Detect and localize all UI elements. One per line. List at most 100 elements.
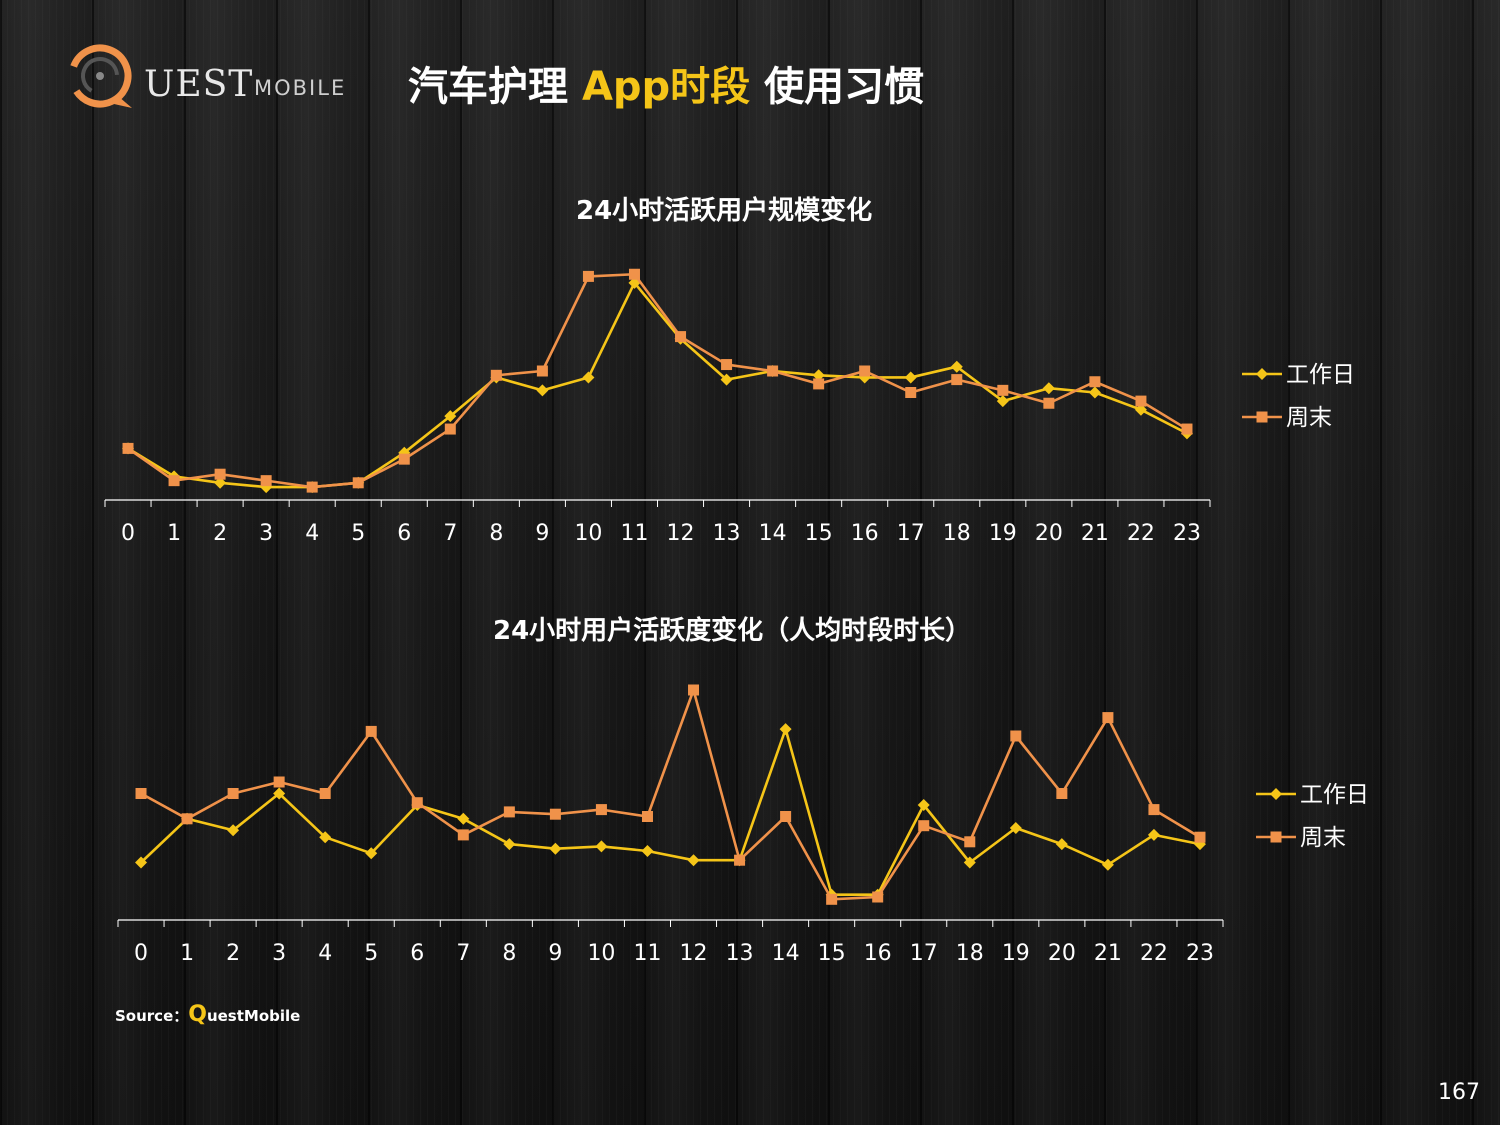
data-point-weekend — [734, 854, 746, 866]
x-tick-label: 11 — [620, 521, 648, 546]
x-tick-label: 21 — [1094, 941, 1122, 966]
data-point-workday — [1134, 403, 1147, 416]
data-point-weekend — [859, 365, 871, 377]
data-point-workday — [319, 831, 332, 844]
data-point-workday — [227, 824, 240, 837]
x-tick-label: 0 — [121, 521, 135, 546]
legend-label: 工作日 — [1300, 782, 1369, 808]
data-point-weekend — [135, 788, 147, 799]
legend-marker — [1256, 411, 1268, 423]
data-point-weekend — [536, 365, 548, 377]
x-tick-label: 10 — [587, 941, 615, 966]
x-tick-label: 10 — [574, 521, 602, 546]
x-tick-label: 12 — [667, 521, 695, 546]
data-point-weekend — [721, 359, 733, 371]
data-point-weekend — [1043, 397, 1055, 409]
x-tick-label: 18 — [943, 521, 971, 546]
logo-ring-icon — [68, 44, 132, 108]
page-title-highlight: App时段 — [581, 64, 751, 110]
data-point-weekend — [503, 806, 515, 818]
data-point-weekend — [214, 468, 226, 480]
logo-subtext: MOBILE — [254, 76, 347, 100]
data-point-weekend — [490, 369, 502, 381]
x-tick-label: 8 — [489, 521, 503, 546]
data-point-weekend — [122, 442, 134, 454]
legend-label: 工作日 — [1286, 362, 1355, 388]
data-point-weekend — [352, 477, 364, 489]
data-point-weekend — [780, 811, 792, 822]
data-point-workday — [1101, 858, 1114, 871]
data-point-weekend — [1056, 788, 1068, 799]
x-tick-label: 2 — [213, 521, 227, 546]
data-point-workday — [1009, 822, 1022, 834]
source-label: Source： — [115, 1007, 189, 1025]
data-point-workday — [214, 476, 227, 489]
data-point-weekend — [365, 725, 377, 737]
data-point-weekend — [319, 788, 331, 799]
x-tick-label: 6 — [397, 521, 411, 546]
x-tick-label: 20 — [1035, 521, 1063, 546]
data-point-weekend — [444, 423, 456, 435]
legend-label: 周末 — [1300, 825, 1346, 851]
data-point-weekend — [1010, 730, 1022, 742]
data-point-weekend — [398, 453, 410, 465]
source-q: Q — [188, 1002, 207, 1027]
x-tick-label: 17 — [910, 941, 938, 966]
data-point-weekend — [641, 811, 653, 822]
x-tick-label: 20 — [1048, 941, 1076, 966]
data-point-weekend — [918, 820, 930, 832]
x-tick-label: 9 — [535, 521, 549, 546]
legend-label: 周末 — [1286, 405, 1332, 431]
data-point-workday — [457, 812, 470, 825]
x-tick-label: 14 — [759, 521, 787, 546]
data-point-weekend — [582, 270, 594, 282]
data-point-workday — [779, 723, 792, 736]
data-point-workday — [996, 395, 1009, 408]
data-point-workday — [503, 838, 516, 851]
x-tick-label: 7 — [443, 521, 457, 546]
x-tick-label: 4 — [305, 521, 319, 546]
x-tick-label: 3 — [272, 941, 286, 966]
data-point-weekend — [997, 384, 1009, 396]
data-point-workday — [549, 842, 562, 855]
data-point-workday — [904, 371, 917, 384]
x-tick-label: 14 — [772, 941, 800, 966]
x-tick-label: 19 — [1002, 941, 1030, 966]
legend-marker — [1270, 788, 1282, 800]
x-tick-label: 13 — [713, 521, 741, 546]
series-line-weekend — [140, 688, 1201, 901]
x-tick-label: 0 — [134, 941, 148, 966]
data-point-weekend — [273, 776, 285, 788]
x-tick-label: 1 — [167, 521, 181, 546]
data-point-weekend — [411, 797, 423, 809]
data-point-workday — [273, 787, 286, 800]
series-line-weekend — [127, 272, 1188, 489]
x-tick-label: 15 — [805, 521, 833, 546]
legend-marker — [1270, 831, 1282, 843]
data-point-workday — [950, 360, 963, 373]
data-point-weekend — [1181, 423, 1193, 435]
x-tick-label: 15 — [818, 941, 846, 966]
x-tick-label: 17 — [897, 521, 925, 546]
x-tick-label: 21 — [1081, 521, 1109, 546]
data-point-weekend — [813, 378, 825, 390]
page-title-part1: 汽车护理 — [408, 64, 582, 110]
data-point-weekend — [595, 804, 607, 816]
legend-marker — [1256, 368, 1268, 380]
data-point-weekend — [1089, 376, 1101, 388]
data-point-workday — [582, 371, 595, 384]
x-tick-label: 23 — [1173, 521, 1201, 546]
x-tick-label: 6 — [410, 941, 424, 966]
x-tick-label: 19 — [989, 521, 1017, 546]
x-tick-label: 8 — [502, 941, 516, 966]
data-point-weekend — [628, 268, 640, 280]
page-title: 汽车护理 App时段 使用习惯 — [408, 54, 924, 112]
x-tick-label: 3 — [259, 521, 273, 546]
questmobile-logo: UEST MOBILE — [66, 42, 356, 114]
x-tick-label: 16 — [864, 941, 892, 966]
chart2-title: 24小时用户活跃度变化（人均时段时长） — [493, 616, 972, 646]
data-point-weekend — [168, 475, 180, 487]
data-point-weekend — [457, 829, 469, 841]
data-point-weekend — [1135, 395, 1147, 407]
